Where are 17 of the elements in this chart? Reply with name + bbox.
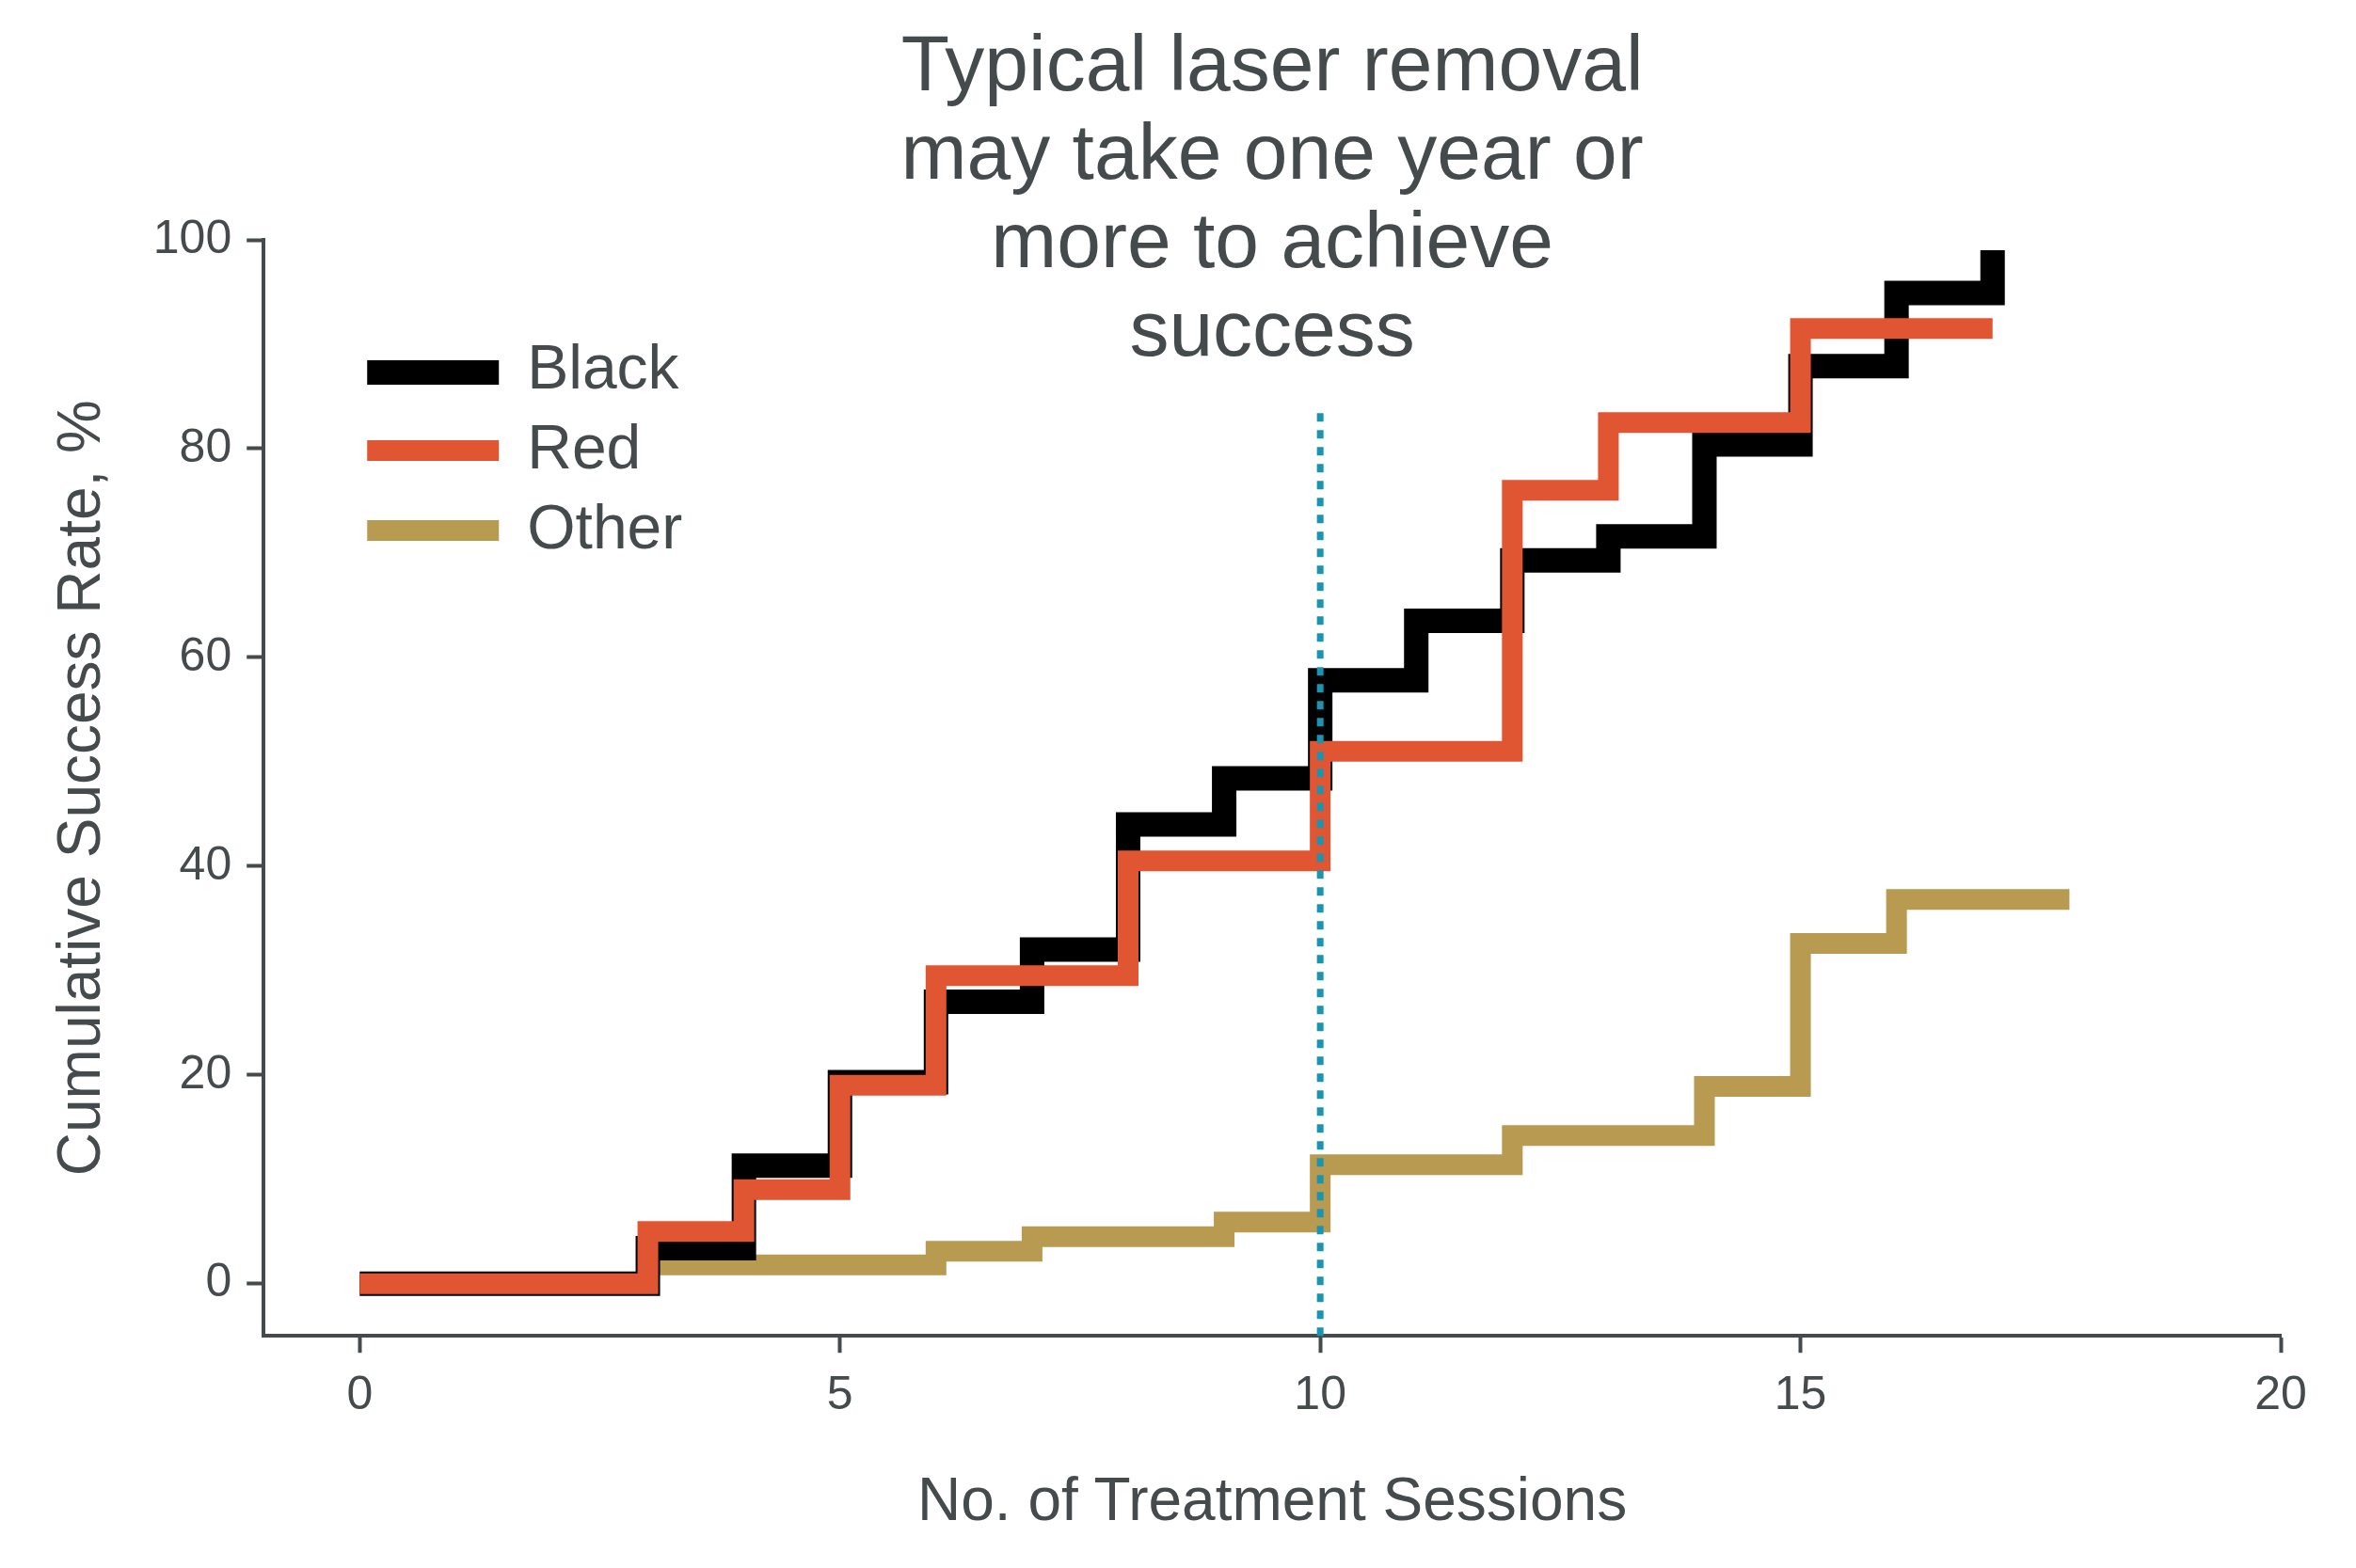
y-tick-label: 20	[179, 1045, 232, 1099]
y-tick-label: 0	[205, 1254, 232, 1307]
x-tick-label: 20	[2254, 1366, 2307, 1419]
chart-title: Typical laser removal may take one year or more to achieve success	[899, 19, 1645, 372]
x-tick-label: 10	[1294, 1366, 1346, 1419]
y-tick-label: 60	[179, 627, 232, 681]
x-tick-label: 5	[826, 1366, 853, 1419]
y-tick-label: 40	[179, 836, 232, 890]
x-axis-title: No. of Treatment Sessions	[917, 1465, 1628, 1534]
x-tick-label: 0	[346, 1366, 374, 1419]
y-tick-label: 80	[179, 419, 232, 472]
y-tick-label: 100	[152, 210, 232, 263]
y-axis-title: Cumulative Success Rate, %	[45, 399, 114, 1177]
legend-label: Black	[527, 332, 680, 403]
legend-label: Red	[527, 412, 642, 483]
legend-label: Other	[527, 492, 683, 562]
x-tick-label: 15	[1774, 1366, 1827, 1419]
